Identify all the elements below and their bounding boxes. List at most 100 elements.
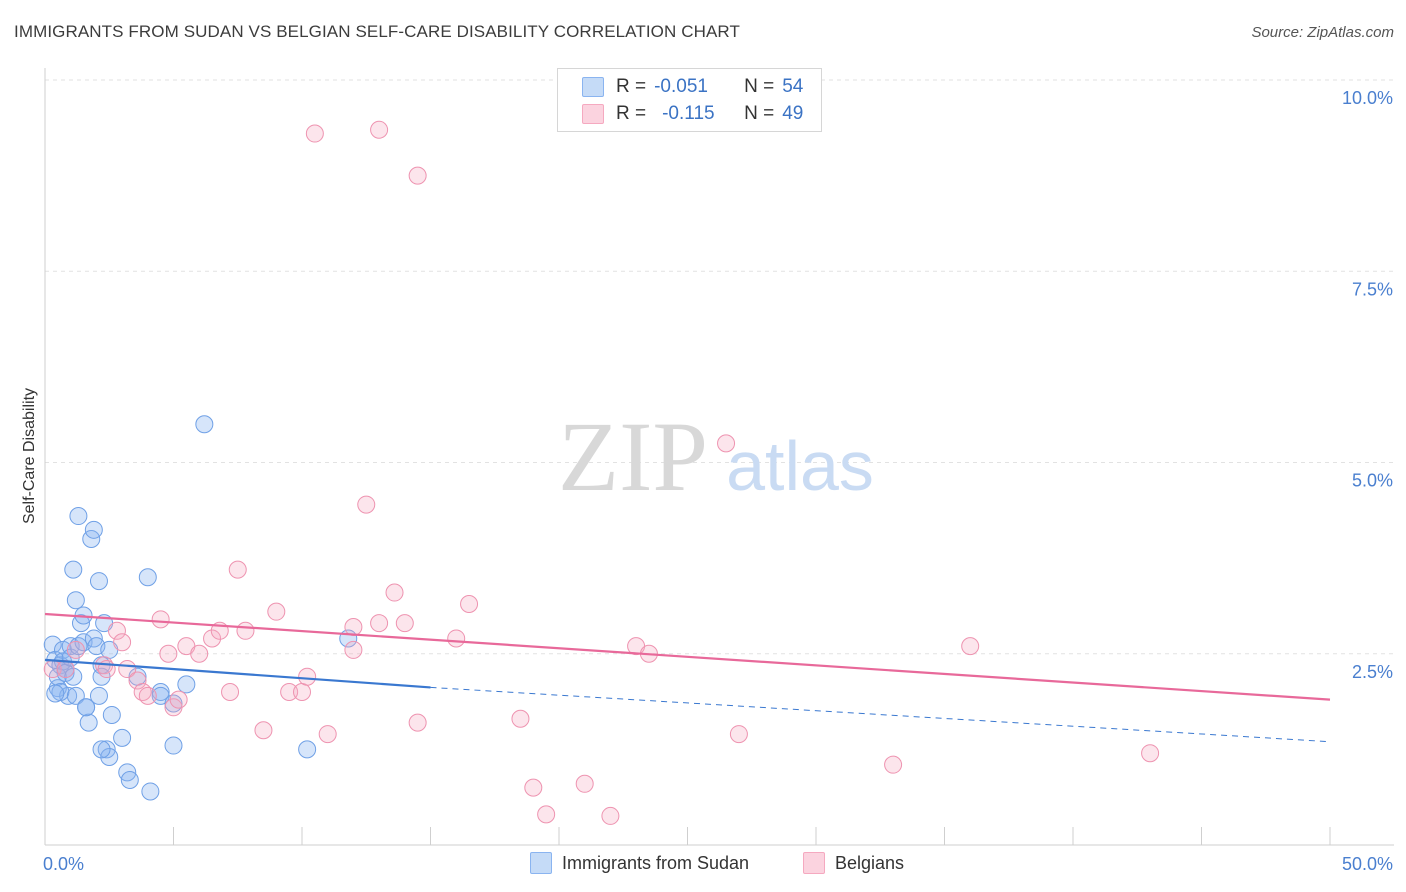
legend-swatch-belgians — [582, 104, 604, 124]
axes — [44, 68, 1394, 846]
point-belgians — [169, 690, 188, 709]
point-sudan — [113, 728, 132, 747]
legend-row-sudan: R = -0.051 N = 54 — [582, 75, 803, 99]
point-sudan — [298, 740, 317, 759]
watermark-atlas: atlas — [726, 427, 874, 505]
point-belgians — [447, 629, 466, 648]
point-belgians — [107, 621, 126, 640]
tick-labels: 2.5% 5.0% 7.5% 10.0% 0.0% 50.0% — [43, 88, 1393, 874]
point-sudan — [64, 560, 83, 579]
trend-line-belgians — [44, 612, 1331, 701]
point-belgians — [344, 640, 363, 659]
point-belgians — [601, 806, 620, 825]
legend-r-value: -0.051 — [654, 76, 708, 97]
point-belgians — [305, 124, 324, 143]
point-belgians — [318, 725, 337, 744]
point-sudan — [164, 736, 183, 755]
point-belgians — [1141, 744, 1160, 763]
legend-n-label: N = — [744, 76, 775, 97]
trend-line-sudan — [44, 658, 431, 689]
point-belgians — [385, 583, 404, 602]
point-belgians — [203, 629, 222, 648]
point-sudan — [84, 520, 103, 539]
point-belgians — [190, 644, 209, 663]
point-belgians — [575, 774, 594, 793]
point-belgians — [128, 671, 147, 690]
point-sudan — [195, 415, 214, 434]
y-tick-label: 7.5% — [1352, 279, 1393, 299]
point-belgians — [113, 633, 132, 652]
point-belgians — [395, 614, 414, 633]
trend-line-sudan-extension — [430, 686, 1331, 743]
chart-title: IMMIGRANTS FROM SUDAN VS BELGIAN SELF-CA… — [14, 22, 740, 41]
legend-swatch-sudan — [582, 77, 604, 97]
point-belgians — [408, 166, 427, 185]
y-tick-label: 2.5% — [1352, 662, 1393, 682]
chart-source: Source: ZipAtlas.com — [1251, 24, 1394, 41]
point-belgians — [236, 621, 255, 640]
y-tick-label: 10.0% — [1342, 88, 1393, 108]
legend-r-label: R = — [616, 76, 647, 97]
point-sudan — [77, 698, 96, 717]
point-belgians — [151, 610, 170, 629]
point-belgians — [221, 683, 240, 701]
bottom-legend-swatch-sudan — [530, 852, 552, 874]
point-sudan — [177, 675, 196, 694]
point-belgians — [280, 683, 299, 701]
legend-row-belgians: R = -0.115 N = 49 — [582, 102, 803, 126]
x-tick-label: 50.0% — [1342, 854, 1393, 874]
point-belgians — [293, 683, 311, 701]
trend-lines — [44, 612, 1331, 743]
point-sudan — [69, 507, 88, 526]
point-belgians — [357, 495, 376, 514]
grid-lines — [45, 79, 1394, 655]
point-belgians — [524, 778, 543, 797]
point-sudan — [66, 591, 85, 610]
point-sudan — [66, 686, 85, 705]
point-sudan — [64, 667, 83, 686]
point-sudan — [46, 684, 65, 703]
point-sudan — [79, 713, 98, 732]
bottom-legend-label-belgians: Belgians — [835, 852, 905, 873]
point-sudan — [141, 782, 160, 801]
point-sudan — [138, 568, 157, 587]
point-belgians — [884, 755, 903, 774]
point-sudan — [100, 748, 119, 767]
bottom-legend-belgians: Belgians — [803, 852, 904, 874]
point-belgians — [370, 120, 389, 139]
point-belgians — [961, 637, 980, 656]
point-belgians — [370, 614, 389, 633]
point-belgians — [537, 805, 556, 824]
point-belgians — [254, 721, 273, 740]
point-belgians — [228, 560, 247, 579]
point-belgians — [66, 640, 85, 659]
legend-r-value: -0.115 — [662, 103, 715, 124]
bottom-legend-sudan: Immigrants from Sudan — [530, 852, 749, 874]
legend-n-label: N = — [744, 103, 775, 124]
bottom-legend-label-sudan: Immigrants from Sudan — [562, 852, 750, 873]
watermark: ZIP atlas — [558, 401, 874, 512]
point-sudan — [43, 635, 62, 654]
point-belgians — [159, 644, 178, 663]
point-belgians — [56, 660, 75, 679]
point-belgians — [729, 725, 748, 744]
point-sudan — [89, 686, 108, 705]
point-sudan — [92, 740, 111, 759]
point-sudan — [89, 572, 108, 591]
point-belgians — [138, 686, 157, 705]
point-belgians — [717, 434, 736, 453]
legend-n-value: 49 — [782, 103, 804, 124]
point-sudan — [102, 705, 121, 724]
watermark-zip: ZIP — [558, 401, 708, 512]
bottom-legend-swatch-belgians — [803, 852, 825, 874]
y-tick-label: 5.0% — [1352, 471, 1393, 491]
legend-r-label: R = — [616, 103, 647, 124]
point-sudan — [120, 770, 139, 789]
point-belgians — [511, 709, 530, 728]
x-tick-label: 0.0% — [43, 854, 84, 874]
correlation-legend: R = -0.051 N = 54 R = -0.115 N = 49 — [557, 68, 822, 132]
legend-n-value: 54 — [782, 76, 804, 97]
point-belgians — [298, 667, 317, 686]
point-belgians — [408, 713, 427, 732]
